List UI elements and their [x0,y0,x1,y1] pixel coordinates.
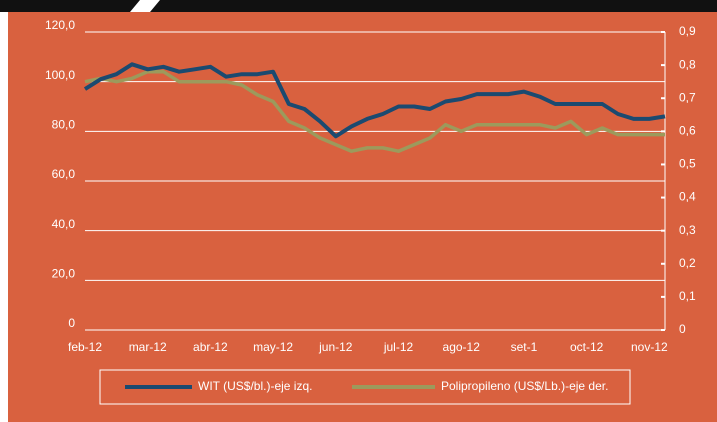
y2-tick-label: 0 [679,322,686,336]
y-tick-label: 120,0 [45,18,75,32]
top-bar [0,0,717,12]
y-tick-label: 40,0 [52,217,76,231]
x-tick-label: jun-12 [318,340,353,354]
x-tick-label: may-12 [253,340,293,354]
legend-label: WIT (US$/bl.)-eje izq. [198,379,312,393]
x-tick-label: mar-12 [129,340,167,354]
x-tick-label: jul-12 [383,340,414,354]
series-line [83,62,666,139]
y2-tick-label: 0,5 [679,157,696,171]
y2-tick-label: 0,2 [679,256,696,270]
x-tick-label: ago-12 [443,340,481,354]
x-tick-label: abr-12 [193,340,228,354]
x-tick-label: feb-12 [68,340,102,354]
y-tick-label: 100,0 [45,68,75,82]
legend-label: Polipropileno (US$/Lb.)-eje der. [441,379,608,393]
y-tick-label: 20,0 [52,267,76,281]
x-tick-label: oct-12 [570,340,604,354]
y-tick-label: 60,0 [52,167,76,181]
y2-tick-label: 0,3 [679,223,696,237]
y2-tick-label: 0,1 [679,289,696,303]
y-tick-label: 80,0 [52,118,76,132]
y2-tick-label: 0,4 [679,190,696,204]
y2-tick-label: 0,9 [679,24,696,38]
y2-tick-label: 0,6 [679,124,696,138]
legend-box [99,369,631,405]
y2-tick-label: 0,7 [679,90,696,104]
series-line [84,69,665,153]
top-bar-notch [130,0,160,12]
y2-tick-label: 0,8 [679,57,696,71]
y-tick-label: 0 [68,316,75,330]
x-tick-label: nov-12 [631,340,668,354]
x-tick-label: set-1 [511,340,538,354]
